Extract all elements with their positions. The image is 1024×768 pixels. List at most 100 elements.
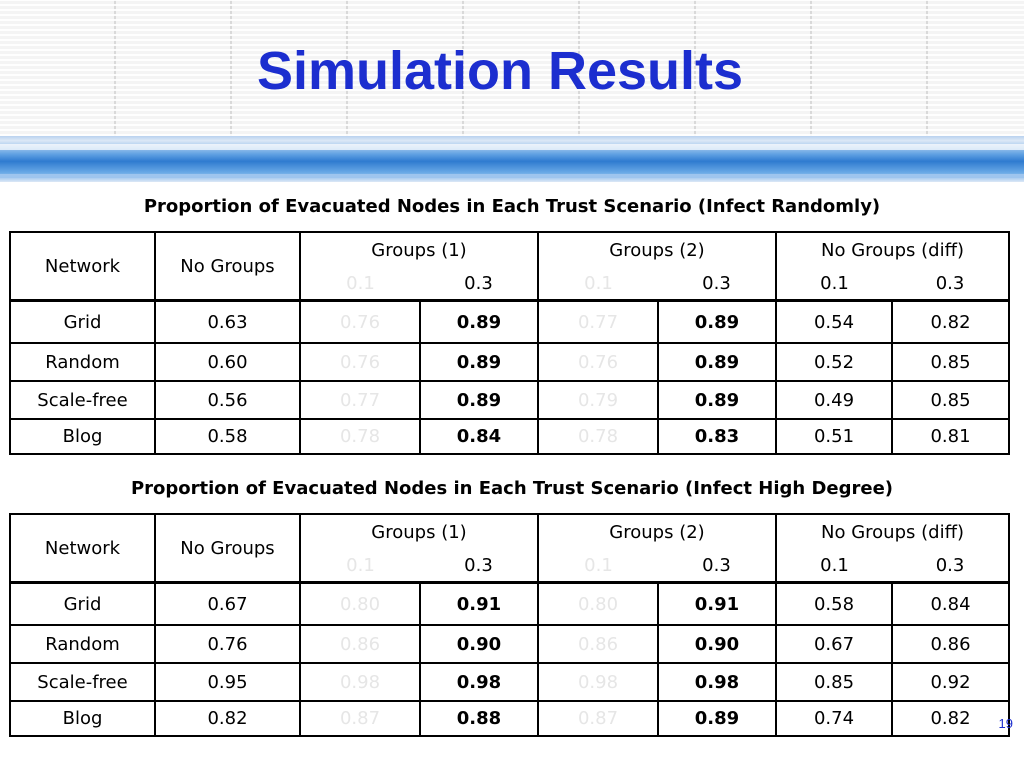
slide-title: Simulation Results <box>256 41 744 101</box>
cell-g2-0.1: 0.78 <box>537 419 658 454</box>
cell-no-groups: 0.60 <box>154 343 300 382</box>
cell-network: Random <box>10 625 155 664</box>
cell-network: Grid <box>10 582 155 626</box>
cell-network: Blog <box>62 426 103 447</box>
subheader-diff-0.3: 0.3 <box>892 549 1010 584</box>
cell-g1-0.1: 0.86 <box>299 625 420 664</box>
header-divider-band <box>0 136 1024 182</box>
header-groups-2: Groups (2) <box>537 232 776 267</box>
cell-g2-0.1: 0.80 <box>537 582 658 626</box>
cell-g2-0.3: 0.89 <box>657 300 776 344</box>
subheader-diff-0.3: 0.3 <box>892 267 1010 302</box>
cell-g2-0.3: 0.89 <box>657 701 776 736</box>
subheader-groups1-0.1: 0.1 <box>299 549 420 584</box>
cell-g1-0.1: 0.80 <box>299 582 420 626</box>
cell-g1-0.1: 0.76 <box>299 343 420 382</box>
cell-diff-0.3: 0.82 <box>890 701 1010 736</box>
header-network: Network <box>10 232 155 302</box>
cell-diff-0.3: 0.82 <box>890 300 1010 344</box>
results-table-high-degree: Network No Groups Groups (1) Groups (2) … <box>9 513 1011 737</box>
subheader-groups2-0.3: 0.3 <box>658 549 776 584</box>
subheader-groups1-0.3: 0.3 <box>420 549 538 584</box>
cell-g2-0.3: 0.98 <box>657 663 776 702</box>
table-row: Random 0.76 0.86 0.90 0.86 0.90 0.67 0.8… <box>10 625 1010 664</box>
table-row: Scale-free 0.95 0.98 0.98 0.98 0.98 0.85… <box>10 663 1010 702</box>
cell-diff-0.3: 0.84 <box>890 582 1010 626</box>
cell-diff-0.3: 0.92 <box>890 663 1010 702</box>
cell-diff-0.3: 0.85 <box>890 381 1010 420</box>
cell-diff-0.1: 0.52 <box>775 343 892 382</box>
cell-diff-0.3: 0.85 <box>890 343 1010 382</box>
cell-g2-0.3: 0.90 <box>657 625 776 664</box>
results-table-random: Network No Groups Groups (1) Groups (2) … <box>9 231 1011 455</box>
cell-g2-0.3: 0.89 <box>657 343 776 382</box>
table-row: Blog 0.82 0.87 0.88 0.87 0.89 0.74 0.82 <box>10 701 1010 736</box>
cell-g1-0.3: 0.90 <box>419 625 538 664</box>
subheader-groups1-0.3: 0.3 <box>420 267 538 302</box>
cell-diff-0.1: 0.85 <box>775 663 892 702</box>
cell-g1-0.1: 0.78 <box>299 419 420 454</box>
header-grid-background <box>0 0 1024 136</box>
table-row: Grid 0.67 0.80 0.91 0.80 0.91 0.58 0.84 <box>10 582 1010 626</box>
cell-g1-0.3: 0.89 <box>419 381 538 420</box>
cell-network: Random <box>10 343 155 382</box>
cell-network: Blog <box>62 708 103 729</box>
cell-g1-0.1: 0.76 <box>299 300 420 344</box>
cell-g1-0.3: 0.98 <box>419 663 538 702</box>
table-row: Blog 0.58 0.78 0.84 0.78 0.83 0.51 0.81 <box>10 419 1010 454</box>
subheader-diff-0.1: 0.1 <box>775 549 892 584</box>
cell-g2-0.1: 0.79 <box>537 381 658 420</box>
header-no-groups-diff: No Groups (diff) <box>774 232 1010 267</box>
table-row: Grid 0.63 0.76 0.89 0.77 0.89 0.54 0.82 <box>10 300 1010 344</box>
header-network: Network <box>10 514 155 584</box>
cell-g1-0.3: 0.91 <box>419 582 538 626</box>
subheader-groups2-0.1: 0.1 <box>537 267 658 302</box>
cell-g2-0.3: 0.89 <box>657 381 776 420</box>
cell-g2-0.1: 0.87 <box>537 701 658 736</box>
cell-g1-0.1: 0.87 <box>299 701 420 736</box>
cell-g2-0.3: 0.91 <box>657 582 776 626</box>
subheader-groups1-0.1: 0.1 <box>299 267 420 302</box>
table-row: Scale-free 0.56 0.77 0.89 0.79 0.89 0.49… <box>10 381 1010 420</box>
cell-g2-0.1: 0.77 <box>537 300 658 344</box>
cell-no-groups: 0.76 <box>154 625 300 664</box>
cell-no-groups: 0.95 <box>154 663 300 702</box>
cell-diff-0.1: 0.67 <box>775 625 892 664</box>
header-no-groups: No Groups <box>154 232 300 302</box>
cell-g2-0.1: 0.76 <box>537 343 658 382</box>
cell-g2-0.3: 0.83 <box>657 419 776 454</box>
cell-g1-0.1: 0.77 <box>299 381 420 420</box>
subheader-diff-0.1: 0.1 <box>775 267 892 302</box>
cell-diff-0.1: 0.74 <box>775 701 892 736</box>
cell-no-groups: 0.56 <box>154 381 300 420</box>
cell-network: Grid <box>10 300 155 344</box>
cell-g1-0.3: 0.84 <box>419 419 538 454</box>
cell-network: Scale-free <box>10 381 155 420</box>
subheader-groups2-0.1: 0.1 <box>537 549 658 584</box>
cell-diff-0.1: 0.49 <box>775 381 892 420</box>
cell-g1-0.1: 0.98 <box>299 663 420 702</box>
cell-no-groups: 0.82 <box>154 701 300 736</box>
table-caption-random: Proportion of Evacuated Nodes in Each Tr… <box>143 196 881 217</box>
cell-g2-0.1: 0.98 <box>537 663 658 702</box>
cell-diff-0.1: 0.54 <box>775 300 892 344</box>
header-no-groups: No Groups <box>154 514 300 584</box>
cell-diff-0.3: 0.81 <box>890 419 1010 454</box>
cell-no-groups: 0.67 <box>154 582 300 626</box>
cell-diff-0.3: 0.86 <box>890 625 1010 664</box>
cell-g2-0.1: 0.86 <box>537 625 658 664</box>
table-row: Random 0.60 0.76 0.89 0.76 0.89 0.52 0.8… <box>10 343 1010 382</box>
header-no-groups-diff: No Groups (diff) <box>774 514 1010 549</box>
header-groups-2: Groups (2) <box>537 514 776 549</box>
subheader-groups2-0.3: 0.3 <box>658 267 776 302</box>
cell-diff-0.1: 0.51 <box>775 419 892 454</box>
header-groups-1: Groups (1) <box>299 232 538 267</box>
cell-g1-0.3: 0.88 <box>419 701 538 736</box>
cell-network: Scale-free <box>10 663 155 702</box>
cell-no-groups: 0.63 <box>154 300 300 344</box>
table-caption-high-degree: Proportion of Evacuated Nodes in Each Tr… <box>130 478 894 499</box>
header-groups-1: Groups (1) <box>299 514 538 549</box>
cell-g1-0.3: 0.89 <box>419 343 538 382</box>
page-number: 19 <box>998 716 1013 731</box>
cell-no-groups: 0.58 <box>154 419 300 454</box>
